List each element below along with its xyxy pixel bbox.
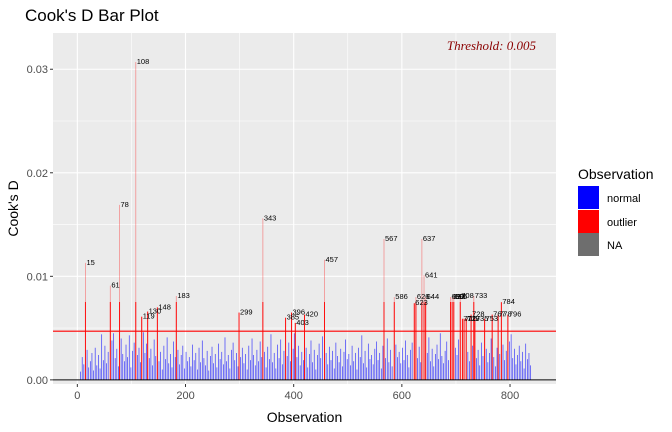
point-label: 299: [240, 308, 253, 317]
x-axis-title: Observation: [267, 409, 342, 425]
y-tick-label: 0.02: [27, 168, 48, 180]
point-label: 567: [385, 234, 398, 243]
point-label: 690: [452, 292, 465, 301]
chart-title: Cook's D Bar Plot: [25, 6, 159, 25]
point-label: 78: [121, 200, 129, 209]
x-tick-label: 400: [285, 390, 303, 402]
point-label: 644: [427, 292, 440, 301]
y-axis: 0.00 0.01 0.02 0.03: [27, 64, 53, 387]
x-tick-label: 800: [501, 390, 519, 402]
point-label: 796: [509, 310, 522, 319]
x-tick-label: 0: [74, 390, 80, 402]
legend: Observation normal outlier NA: [578, 166, 653, 256]
x-tick-label: 200: [176, 390, 194, 402]
point-label: 719: [467, 314, 480, 323]
point-label: 696: [455, 292, 468, 301]
point-label: 728: [472, 310, 485, 319]
point-label: 641: [425, 270, 438, 279]
legend-key-outlier: [578, 210, 599, 233]
x-axis: 0 200 400 600 800: [74, 384, 519, 402]
legend-label-normal: normal: [607, 193, 641, 205]
y-tick-label: 0.01: [27, 271, 48, 283]
grid-minor: [53, 33, 556, 384]
point-label: 693: [453, 292, 466, 301]
point-label: 626: [417, 292, 430, 301]
point-label: 396: [293, 308, 306, 317]
point-label: 637: [423, 234, 436, 243]
y-tick-label: 0.03: [27, 64, 48, 76]
normal-bars: [80, 332, 531, 380]
point-label: 708: [461, 291, 474, 300]
point-label: 712: [463, 314, 476, 323]
y-axis-title: Cook's D: [5, 180, 21, 236]
legend-label-outlier: outlier: [607, 217, 637, 229]
point-label: 108: [137, 57, 150, 66]
legend-title: Observation: [578, 166, 653, 182]
x-tick-label: 600: [393, 390, 411, 402]
point-label: 733: [475, 291, 488, 300]
point-label: 61: [111, 281, 119, 290]
legend-key-normal: [578, 186, 599, 209]
point-label: 385: [287, 313, 300, 322]
point-label: 753: [486, 314, 499, 323]
point-label: 420: [306, 310, 319, 319]
threshold-label: Threshold: 0.005: [447, 38, 537, 53]
point-label: 735: [476, 314, 489, 323]
point-label: 183: [177, 291, 190, 300]
grid-major: [53, 33, 556, 384]
point-label: 15: [86, 258, 94, 267]
point-label: 715: [465, 314, 478, 323]
point-label: 343: [264, 213, 277, 222]
point-label: 778: [499, 310, 512, 319]
point-label: 623: [415, 298, 428, 307]
y-tick-label: 0.00: [27, 375, 48, 387]
point-label: 767: [493, 310, 506, 319]
point-label: 784: [502, 297, 515, 306]
legend-label-na: NA: [607, 240, 623, 252]
point-label: 130: [149, 307, 162, 316]
point-label: 586: [395, 292, 408, 301]
point-label: 457: [326, 255, 339, 264]
point-label: 403: [296, 318, 309, 327]
point-label: 119: [143, 312, 155, 321]
outlier-bars: [84, 61, 509, 380]
point-label: 148: [158, 302, 171, 311]
legend-key-na: [578, 233, 599, 256]
